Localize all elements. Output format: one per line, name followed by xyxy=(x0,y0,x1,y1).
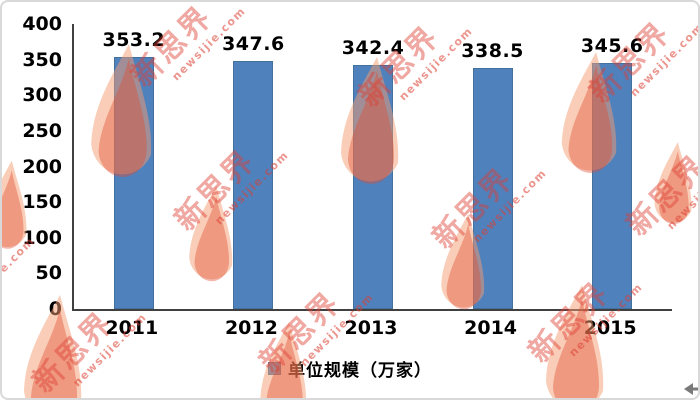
x-tick-label: 2011 xyxy=(105,317,159,339)
cursor-arrow-icon xyxy=(684,383,698,395)
y-tick-label: 50 xyxy=(35,262,62,285)
y-tick-label: 100 xyxy=(22,226,62,249)
bar-2012 xyxy=(233,61,274,309)
bar-value-label: 347.6 xyxy=(222,33,285,55)
bar-2014 xyxy=(472,68,513,309)
x-tick-label: 2014 xyxy=(464,317,518,339)
y-tick-label: 250 xyxy=(22,119,62,142)
legend-label: 单位规模（万家） xyxy=(288,361,432,381)
y-tick-label: 0 xyxy=(48,298,62,320)
bar-value-label: 342.4 xyxy=(341,37,405,59)
bar-value-label: 338.5 xyxy=(461,40,524,62)
x-tick-label: 2012 xyxy=(224,317,278,339)
plot-area: 353.2 347.6 342.4 338.5 345.6 xyxy=(72,24,672,311)
bar-2013 xyxy=(353,65,393,309)
y-tick-label: 150 xyxy=(22,191,62,214)
y-tick-label: 200 xyxy=(22,155,62,178)
y-tick-label: 300 xyxy=(22,84,62,107)
bar-2011 xyxy=(113,57,154,309)
x-tick-label: 2015 xyxy=(583,317,637,339)
legend-marker-square xyxy=(268,362,281,375)
y-tick-label: 350 xyxy=(22,48,62,71)
bar-value-label: 353.2 xyxy=(102,29,166,51)
bar-value-label: 345.6 xyxy=(580,35,644,57)
x-tick-label: 2013 xyxy=(344,317,398,339)
y-tick-label: 400 xyxy=(22,13,62,35)
legend: 单位规模（万家） xyxy=(2,356,698,381)
bar-2015 xyxy=(592,63,633,309)
